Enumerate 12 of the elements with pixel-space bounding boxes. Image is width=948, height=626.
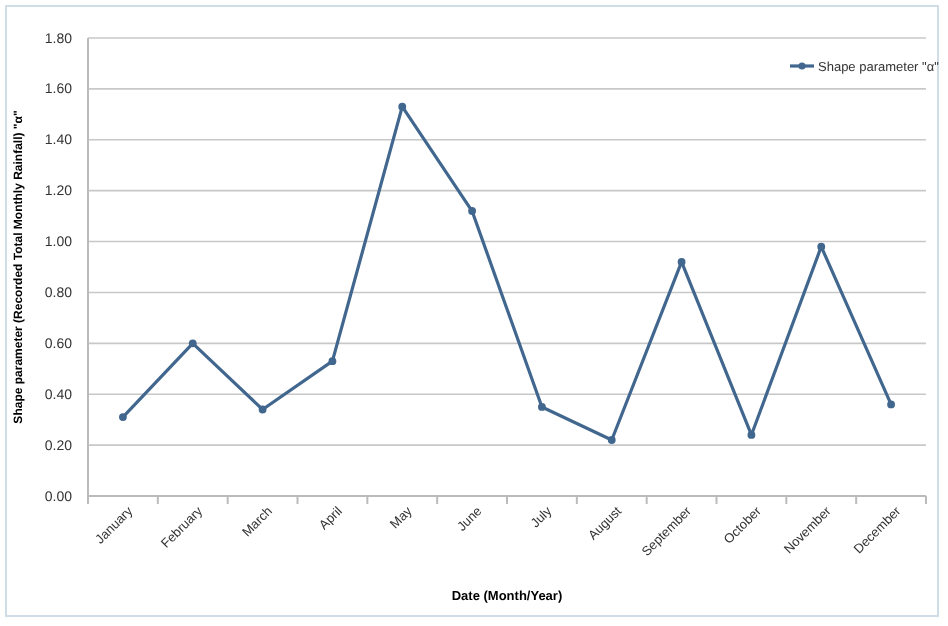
point [188, 339, 197, 348]
point [747, 431, 756, 439]
point [468, 207, 476, 215]
point [538, 403, 546, 411]
point [258, 405, 267, 414]
point [607, 436, 616, 444]
point [328, 357, 337, 366]
point [817, 242, 826, 251]
point [887, 400, 895, 409]
point [398, 102, 407, 111]
point [119, 413, 127, 422]
point [677, 258, 686, 266]
